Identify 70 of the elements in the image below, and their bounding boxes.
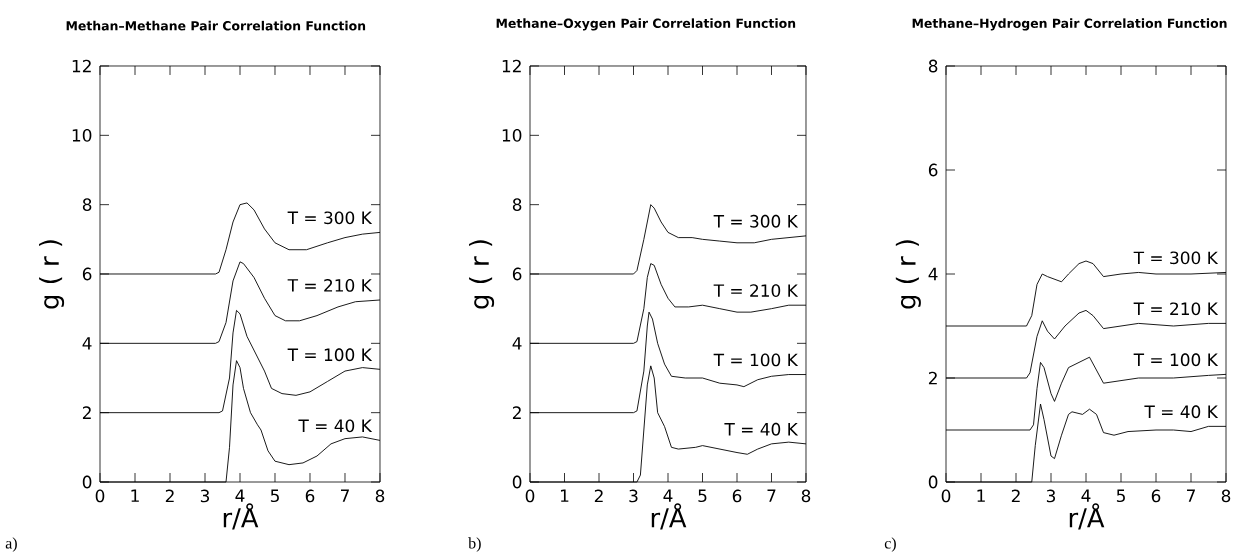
x-tick-label: 3	[629, 489, 638, 503]
legend-label: T = 210 K	[287, 278, 373, 292]
chart-title: Methane–Oxygen Pair Correlation Function	[496, 18, 796, 31]
x-tick-label: 7	[767, 489, 776, 502]
legend-label: T = 300 K	[287, 211, 373, 225]
x-tick-label: 6	[1151, 489, 1161, 503]
y-tick-label: 10	[72, 128, 92, 142]
legend-label: T = 300 K	[713, 214, 799, 228]
y-axis-title: g ( r )	[39, 240, 65, 309]
x-axis-title: r/Å	[651, 503, 687, 530]
x-tick-label: 0	[941, 489, 951, 503]
x-tick-label: 4	[663, 489, 673, 502]
x-axis-title: r/Å	[1069, 503, 1105, 530]
text: a)	[5, 537, 17, 552]
y-tick-label: 8	[512, 198, 522, 212]
x-tick-label: 6	[732, 489, 742, 503]
series-label: T = 100 K	[1133, 353, 1219, 367]
series-label: T = 300 K	[1133, 251, 1219, 265]
y-tick-label: 8	[82, 198, 92, 212]
legend-label: T = 100 K	[287, 348, 373, 362]
x-tick-label: 4	[235, 489, 245, 502]
y-tick-label: 0	[82, 475, 92, 489]
text: b)	[468, 537, 481, 552]
text: c)	[884, 537, 896, 552]
y-tick-label: 12	[502, 59, 521, 73]
y-tick-label: 4	[928, 267, 938, 281]
y-tick-label: 12	[72, 59, 91, 73]
x-tick-label: 8	[801, 489, 811, 503]
x-tick-label: 7	[1187, 489, 1195, 502]
x-tick-label: 3	[1046, 489, 1056, 503]
legend-label: T = 100 K	[713, 353, 799, 367]
x-tick-label: 8	[1221, 489, 1231, 503]
y-tick-label: 2	[928, 371, 937, 385]
series-label: T = 40 K	[1144, 405, 1219, 419]
y-tick-label: 6	[82, 267, 92, 281]
y-tick-label: 0	[512, 475, 522, 489]
x-tick-label: 0	[525, 489, 535, 503]
x-tick-label: 2	[165, 489, 174, 503]
x-tick-label: 5	[1116, 489, 1125, 503]
legend-label: T = 40 K	[298, 419, 373, 433]
legend-label: T = 210 K	[713, 284, 799, 297]
x-tick-label: 8	[375, 489, 385, 503]
x-tick-label: 2	[594, 489, 603, 503]
x-tick-label: 1	[977, 489, 985, 502]
y-tick-label: 4	[82, 337, 92, 350]
y-tick-label: 8	[928, 59, 938, 73]
x-axis-title: r/Å	[223, 503, 259, 530]
x-tick-label: 5	[270, 489, 279, 503]
x-tick-label: 5	[698, 489, 707, 503]
y-tick-label: 2	[82, 406, 91, 419]
x-tick-label: 6	[305, 489, 315, 503]
y-axis-title: g ( r )	[895, 240, 921, 309]
chart-title: Methane–Hydrogen Pair Correlation Function	[912, 18, 1227, 31]
x-tick-label: 1	[131, 489, 139, 502]
y-tick-label: 4	[512, 337, 522, 350]
x-tick-label: 0	[95, 489, 105, 503]
y-tick-label: 10	[502, 128, 522, 142]
y-tick-label: 6	[512, 267, 522, 281]
x-tick-label: 1	[560, 489, 569, 502]
chart-title: Methan–Methane Pair Correlation Function	[66, 20, 366, 31]
x-tick-label: 4	[1081, 489, 1091, 502]
y-axis-title: g ( r )	[469, 240, 495, 309]
x-tick-label: 2	[1011, 489, 1020, 503]
legend-label: T = 40 K	[724, 422, 799, 436]
x-tick-label: 3	[200, 489, 210, 503]
series-label: T = 210 K	[1133, 302, 1219, 316]
y-tick-label: 6	[928, 163, 938, 177]
y-tick-label: 0	[928, 475, 938, 489]
y-tick-label: 2	[512, 406, 521, 419]
x-tick-label: 7	[341, 489, 349, 502]
